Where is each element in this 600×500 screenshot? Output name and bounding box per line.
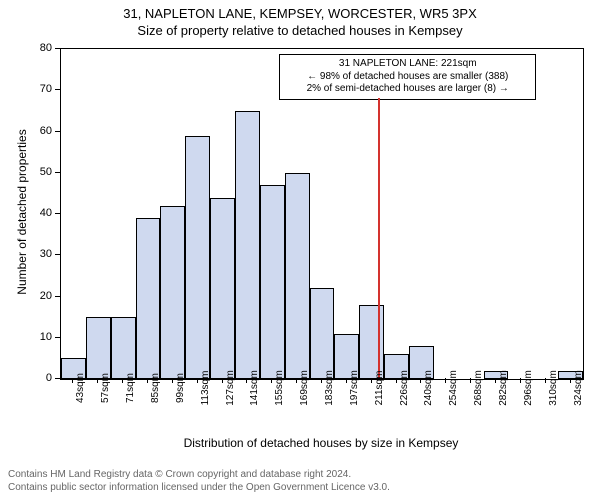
y-tick-label: 80 — [0, 42, 52, 54]
x-tick-mark — [570, 378, 571, 383]
x-tick-label: 155sqm — [274, 370, 285, 406]
histogram-bar — [210, 198, 235, 380]
x-tick-mark — [72, 378, 73, 383]
y-tick-label: 60 — [0, 125, 52, 137]
x-tick-mark — [296, 378, 297, 383]
histogram-bar — [111, 317, 136, 379]
x-tick-label: 310sqm — [548, 370, 559, 406]
x-tick-mark — [346, 378, 347, 383]
x-tick-mark — [470, 378, 471, 383]
histogram-bar — [260, 185, 285, 379]
y-tick-label: 30 — [0, 248, 52, 260]
x-tick-label: 226sqm — [399, 370, 410, 406]
x-tick-label: 324sqm — [573, 370, 584, 406]
x-tick-label: 141sqm — [249, 370, 260, 406]
histogram-bar — [235, 111, 260, 379]
histogram-bar — [86, 317, 111, 379]
x-tick-mark — [445, 378, 446, 383]
x-tick-label: 211sqm — [374, 371, 385, 406]
x-tick-label: 296sqm — [523, 370, 534, 406]
histogram-bar — [185, 136, 210, 379]
chart-title-line1: 31, NAPLETON LANE, KEMPSEY, WORCESTER, W… — [0, 0, 600, 21]
y-tick-mark — [55, 337, 60, 338]
x-tick-label: 127sqm — [225, 370, 236, 406]
callout-line2: ← 98% of detached houses are smaller (38… — [285, 71, 530, 84]
x-tick-mark — [172, 378, 173, 383]
x-tick-label: 282sqm — [498, 370, 509, 406]
histogram-bar — [310, 288, 335, 379]
x-tick-mark — [271, 378, 272, 383]
y-tick-label: 70 — [0, 83, 52, 95]
y-tick-label: 0 — [0, 372, 52, 384]
x-tick-mark — [371, 378, 372, 383]
x-tick-label: 240sqm — [423, 370, 434, 406]
histogram-bar — [359, 305, 384, 379]
x-axis-label: Distribution of detached houses by size … — [60, 436, 582, 450]
y-tick-mark — [55, 378, 60, 379]
y-tick-label: 50 — [0, 166, 52, 178]
y-tick-mark — [55, 48, 60, 49]
y-tick-mark — [55, 131, 60, 132]
chart-title-line2: Size of property relative to detached ho… — [0, 21, 600, 38]
x-tick-mark — [97, 378, 98, 383]
x-tick-label: 43sqm — [75, 373, 86, 403]
marker-callout: 31 NAPLETON LANE: 221sqm ← 98% of detach… — [279, 54, 536, 100]
y-tick-label: 20 — [0, 290, 52, 302]
callout-line1: 31 NAPLETON LANE: 221sqm — [285, 58, 530, 71]
footer-line2: Contains public sector information licen… — [8, 481, 390, 494]
x-tick-mark — [246, 378, 247, 383]
marker-line — [378, 98, 380, 378]
x-tick-mark — [321, 378, 322, 383]
x-tick-label: 268sqm — [473, 370, 484, 406]
histogram-bar — [285, 173, 310, 379]
y-tick-label: 10 — [0, 331, 52, 343]
footer-line1: Contains HM Land Registry data © Crown c… — [8, 468, 390, 481]
histogram-bar — [136, 218, 161, 379]
x-tick-label: 71sqm — [125, 373, 136, 403]
y-tick-mark — [55, 89, 60, 90]
y-tick-mark — [55, 213, 60, 214]
x-tick-mark — [197, 378, 198, 383]
x-tick-label: 254sqm — [448, 370, 459, 406]
y-tick-mark — [55, 254, 60, 255]
x-tick-mark — [420, 378, 421, 383]
x-tick-mark — [122, 378, 123, 383]
x-tick-label: 57sqm — [100, 373, 111, 403]
x-tick-mark — [520, 378, 521, 383]
x-tick-mark — [222, 378, 223, 383]
footer-attribution: Contains HM Land Registry data © Crown c… — [8, 468, 390, 494]
x-tick-label: 85sqm — [150, 373, 161, 403]
x-tick-label: 99sqm — [175, 373, 186, 403]
x-tick-mark — [545, 378, 546, 383]
x-tick-label: 113sqm — [200, 371, 211, 406]
y-tick-label: 40 — [0, 207, 52, 219]
y-tick-mark — [55, 296, 60, 297]
x-tick-mark — [396, 378, 397, 383]
x-tick-mark — [147, 378, 148, 383]
x-tick-label: 183sqm — [324, 370, 335, 406]
x-tick-label: 169sqm — [299, 370, 310, 406]
histogram-bar — [160, 206, 185, 379]
callout-line3: 2% of semi-detached houses are larger (8… — [285, 83, 530, 96]
y-tick-mark — [55, 172, 60, 173]
x-tick-mark — [495, 378, 496, 383]
x-tick-label: 197sqm — [349, 370, 360, 406]
